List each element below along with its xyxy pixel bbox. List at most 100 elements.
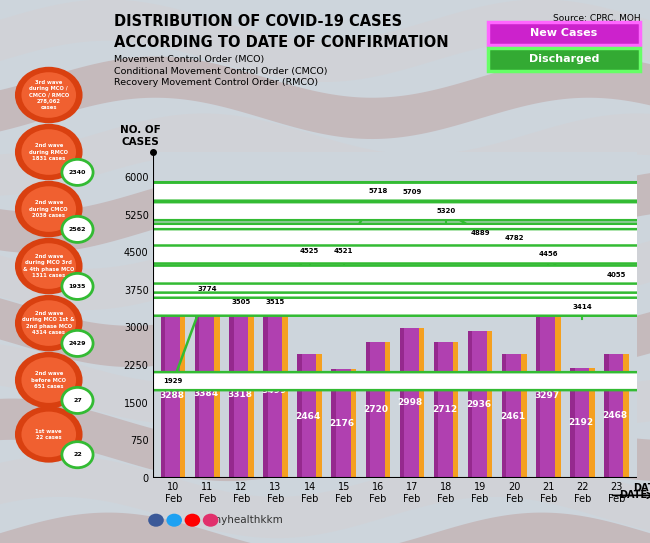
Bar [161, 313, 165, 478]
Bar [214, 308, 220, 478]
Text: Movement Control Order (MCO): Movement Control Order (MCO) [114, 55, 264, 65]
Circle shape [0, 229, 650, 247]
Bar [419, 327, 424, 478]
Bar [195, 308, 220, 478]
Bar [350, 369, 356, 478]
Circle shape [0, 266, 650, 283]
Text: 3414: 3414 [573, 304, 592, 310]
Text: 2192: 2192 [568, 419, 593, 427]
Bar [604, 354, 629, 478]
Bar [400, 327, 424, 478]
Bar [536, 313, 560, 478]
Circle shape [0, 298, 650, 315]
Text: 5718: 5718 [368, 188, 387, 194]
Bar [521, 355, 527, 478]
Text: 2998: 2998 [398, 398, 423, 407]
Text: New Cases: New Cases [530, 28, 597, 38]
Text: Source: CPRC, MOH: Source: CPRC, MOH [552, 14, 640, 23]
Bar [570, 368, 575, 478]
Bar [297, 355, 302, 478]
Text: 4055: 4055 [607, 272, 626, 277]
Text: 2936: 2936 [466, 400, 491, 409]
Bar [263, 302, 288, 478]
Circle shape [0, 242, 650, 260]
Bar [590, 368, 595, 478]
Bar [434, 342, 458, 478]
Text: 2nd wave
during MCO 1st &
2nd phase MCO
4314 cases: 2nd wave during MCO 1st & 2nd phase MCO … [23, 311, 75, 335]
Text: 4889: 4889 [471, 230, 490, 236]
Text: 2176: 2176 [330, 419, 355, 428]
Bar [229, 312, 254, 478]
Bar [536, 313, 541, 478]
Bar [453, 342, 458, 478]
Bar [195, 308, 200, 478]
Text: 3288: 3288 [159, 391, 184, 400]
Circle shape [0, 280, 650, 298]
Text: 2nd wave
before MCO
651 cases: 2nd wave before MCO 651 cases [31, 371, 66, 389]
Text: 2461: 2461 [500, 412, 525, 421]
Circle shape [0, 224, 650, 242]
Bar [282, 302, 288, 478]
Bar [263, 302, 268, 478]
Text: 2562: 2562 [69, 227, 86, 232]
Text: Conditional Movement Control Order (CMCO): Conditional Movement Control Order (CMCO… [114, 67, 327, 76]
Text: 2nd wave
during CMCO
2038 cases: 2nd wave during CMCO 2038 cases [29, 200, 68, 218]
Bar [434, 342, 438, 478]
Text: myhealthkkm: myhealthkkm [211, 515, 283, 525]
Text: 2nd wave
during RMCO
1831 cases: 2nd wave during RMCO 1831 cases [29, 143, 68, 161]
Circle shape [0, 293, 650, 311]
Text: 2340: 2340 [69, 170, 86, 175]
Text: 3774: 3774 [198, 286, 217, 292]
Bar [365, 342, 370, 478]
Bar [570, 368, 595, 478]
Bar [297, 355, 322, 478]
Circle shape [0, 372, 650, 390]
Bar [317, 355, 322, 478]
Text: 2429: 2429 [69, 341, 86, 346]
Bar [161, 313, 185, 478]
Text: 1935: 1935 [69, 284, 86, 289]
Text: ACCORDING TO DATE OF CONFIRMATION: ACCORDING TO DATE OF CONFIRMATION [114, 35, 448, 50]
Bar [502, 355, 506, 478]
Text: Discharged: Discharged [528, 54, 599, 64]
Text: DATE: DATE [619, 490, 647, 501]
Text: DATE: DATE [634, 483, 650, 493]
Text: 27: 27 [73, 398, 82, 403]
Bar [365, 342, 390, 478]
Bar [248, 312, 254, 478]
Text: 3297: 3297 [534, 391, 560, 400]
Text: 4456: 4456 [539, 251, 558, 257]
Text: 3505: 3505 [232, 299, 251, 305]
Bar [180, 313, 185, 478]
Text: 1st wave
22 cases: 1st wave 22 cases [36, 429, 62, 440]
Text: 2464: 2464 [295, 412, 320, 421]
Bar [468, 331, 473, 478]
Text: DISTRIBUTION OF COVID-19 CASES: DISTRIBUTION OF COVID-19 CASES [114, 14, 402, 29]
Circle shape [0, 202, 650, 220]
Circle shape [0, 182, 650, 200]
Text: 2720: 2720 [364, 405, 389, 414]
Text: 4782: 4782 [504, 235, 524, 241]
Text: 3rd wave
during MCO /
CMCO / RMCO
278,062
cases: 3rd wave during MCO / CMCO / RMCO 278,06… [29, 80, 69, 110]
Text: 5709: 5709 [402, 188, 422, 195]
Bar [604, 354, 608, 478]
Text: 3499: 3499 [261, 386, 287, 395]
Bar [623, 354, 629, 478]
Text: 4521: 4521 [334, 248, 354, 254]
Bar [332, 369, 356, 478]
Text: 4525: 4525 [300, 248, 319, 254]
Bar [400, 327, 404, 478]
Bar [555, 313, 560, 478]
Text: 2nd wave
during MCO 3rd
& 4th phase MCO
1311 cases: 2nd wave during MCO 3rd & 4th phase MCO … [23, 254, 75, 278]
Text: 2468: 2468 [603, 412, 627, 420]
Bar [502, 355, 526, 478]
Circle shape [0, 293, 650, 311]
Text: 3515: 3515 [266, 299, 285, 305]
Text: 3384: 3384 [193, 389, 218, 397]
Bar [229, 312, 233, 478]
Circle shape [0, 242, 650, 260]
Bar [332, 369, 336, 478]
Circle shape [0, 182, 650, 201]
Text: 1929: 1929 [164, 378, 183, 384]
Text: 22: 22 [73, 452, 82, 457]
